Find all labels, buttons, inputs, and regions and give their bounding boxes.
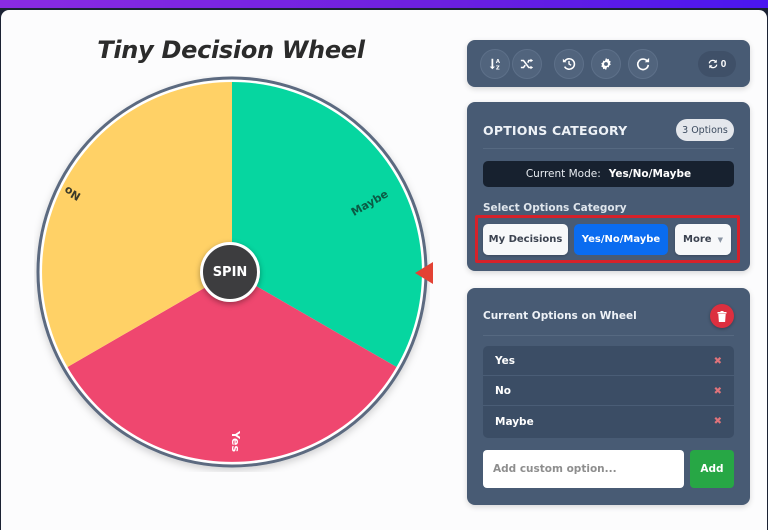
divider <box>483 335 734 336</box>
remove-option-icon[interactable]: ✖ <box>713 416 722 427</box>
current-options-title: Current Options on Wheel <box>483 310 637 322</box>
spin-button[interactable]: SPIN <box>200 242 260 302</box>
options-category-card: OPTIONS CATEGORY 3 Options Current Mode:… <box>467 102 750 271</box>
option-label: Yes <box>495 355 516 367</box>
settings-button[interactable] <box>591 49 621 79</box>
list-item: Yes ✖ <box>483 347 734 376</box>
segment-label-yes: Yes <box>229 430 242 452</box>
shuffle-icon <box>520 58 534 70</box>
category-more-dropdown[interactable]: More ▼ <box>675 224 731 255</box>
add-option-button[interactable]: Add <box>690 450 734 488</box>
svg-text:Z: Z <box>496 65 500 71</box>
remove-option-icon[interactable]: ✖ <box>713 355 722 367</box>
segment-yes <box>67 272 397 462</box>
spin-count-value: 0 <box>720 58 727 70</box>
shuffle-button[interactable] <box>512 49 542 79</box>
remove-option-icon[interactable]: ✖ <box>713 385 722 397</box>
option-label: Maybe <box>495 415 534 428</box>
svg-text:A: A <box>496 59 501 65</box>
options-list: Yes ✖ No ✖ Maybe ✖ <box>483 346 734 438</box>
segment-maybe <box>232 82 422 367</box>
sort-alpha-down-icon: A Z <box>489 58 501 71</box>
wheel-pointer-icon <box>415 262 433 284</box>
reset-button[interactable] <box>628 49 658 79</box>
options-count-badge: 3 Options <box>676 119 734 141</box>
sort-button[interactable]: A Z <box>480 49 510 79</box>
page-title: Tiny Decision Wheel <box>97 36 365 64</box>
history-button[interactable] <box>554 49 584 79</box>
more-label: More <box>683 234 712 245</box>
toolbar-card: A Z 0 <box>467 40 750 87</box>
chevron-down-icon: ▼ <box>717 235 723 244</box>
divider <box>483 148 734 149</box>
list-item: Maybe ✖ <box>483 407 734 436</box>
category-yes-no-maybe-button[interactable]: Yes/No/Maybe <box>574 224 668 255</box>
current-options-card: Current Options on Wheel Yes ✖ No ✖ Mayb… <box>467 288 750 505</box>
custom-option-input[interactable] <box>483 450 684 488</box>
gear-icon <box>601 57 611 71</box>
option-label: No <box>495 385 512 397</box>
sync-icon <box>708 59 718 69</box>
history-icon <box>562 57 576 71</box>
segment-no <box>42 82 232 367</box>
trash-icon <box>717 310 727 322</box>
category-buttons-highlight <box>475 215 740 263</box>
top-gradient-bar <box>0 0 768 8</box>
clear-all-button[interactable] <box>710 304 734 328</box>
current-mode-display: Current Mode: Yes/No/Maybe <box>483 161 734 187</box>
spin-counter: 0 <box>698 51 736 77</box>
current-mode-value: Yes/No/Maybe <box>608 168 692 180</box>
select-category-label: Select Options Category <box>483 202 627 214</box>
redo-icon <box>636 57 650 71</box>
current-mode-label: Current Mode: <box>525 168 601 180</box>
category-title: OPTIONS CATEGORY <box>483 123 628 138</box>
list-item: No ✖ <box>483 377 734 406</box>
wheel-graphic: Maybe Yes No <box>36 76 428 468</box>
decision-wheel[interactable]: Maybe Yes No SPIN <box>34 76 430 472</box>
category-my-decisions-button[interactable]: My Decisions <box>483 224 568 255</box>
